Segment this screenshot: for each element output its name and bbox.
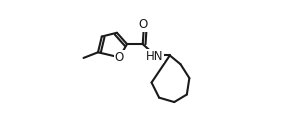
Text: O: O bbox=[139, 18, 148, 31]
Text: O: O bbox=[115, 51, 124, 64]
Text: HN: HN bbox=[146, 50, 164, 63]
